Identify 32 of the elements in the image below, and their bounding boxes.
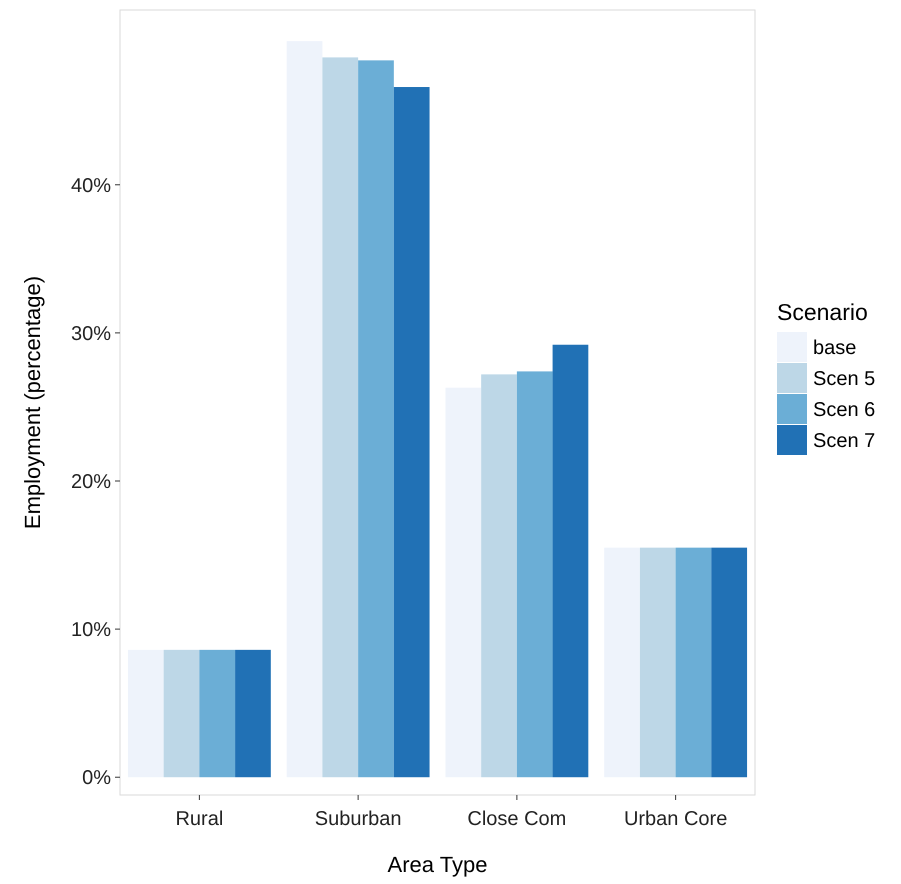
y-tick-label: 10% [70, 619, 112, 642]
bar [394, 87, 430, 778]
bar [199, 650, 236, 778]
bar [322, 57, 358, 778]
bar [604, 548, 640, 778]
bar [235, 650, 271, 778]
x-tick-label: Rural [175, 808, 224, 830]
x-tick-label: Close Com [467, 808, 566, 830]
y-tick-label: 0% [82, 767, 112, 790]
y-tick-label: 30% [70, 322, 112, 345]
bar [445, 388, 482, 778]
bar [676, 548, 712, 778]
x-tick-label: Urban Core [624, 808, 728, 830]
legend-title: Scenario [777, 299, 868, 325]
bar [128, 650, 164, 778]
legend-label: Scen 5 [813, 368, 876, 390]
bar [164, 650, 200, 778]
legend-label: base [813, 337, 856, 359]
bar [640, 548, 676, 778]
bar [358, 60, 394, 778]
y-tick-label: 20% [70, 471, 112, 493]
bar [552, 344, 588, 778]
legend-label: Scen 7 [813, 430, 876, 452]
x-axis-title: Area Type [388, 852, 488, 877]
bar [286, 41, 322, 778]
legend-label: Scen 6 [813, 399, 876, 421]
bar [711, 548, 748, 778]
bar [481, 374, 517, 778]
bar [516, 371, 553, 778]
y-axis-title: Employment (percentage) [20, 276, 45, 530]
x-tick-label: Suburban [314, 808, 402, 830]
y-tick-label: 40% [70, 174, 112, 197]
